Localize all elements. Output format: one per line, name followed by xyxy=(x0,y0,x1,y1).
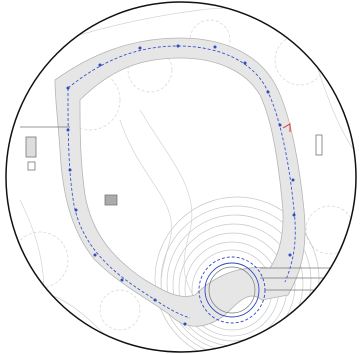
view-frame xyxy=(5,1,357,353)
centerline-nodes xyxy=(66,44,296,326)
drawing-content xyxy=(6,7,356,352)
marker xyxy=(282,123,291,132)
structures xyxy=(20,126,340,291)
walkway-band xyxy=(54,37,306,327)
